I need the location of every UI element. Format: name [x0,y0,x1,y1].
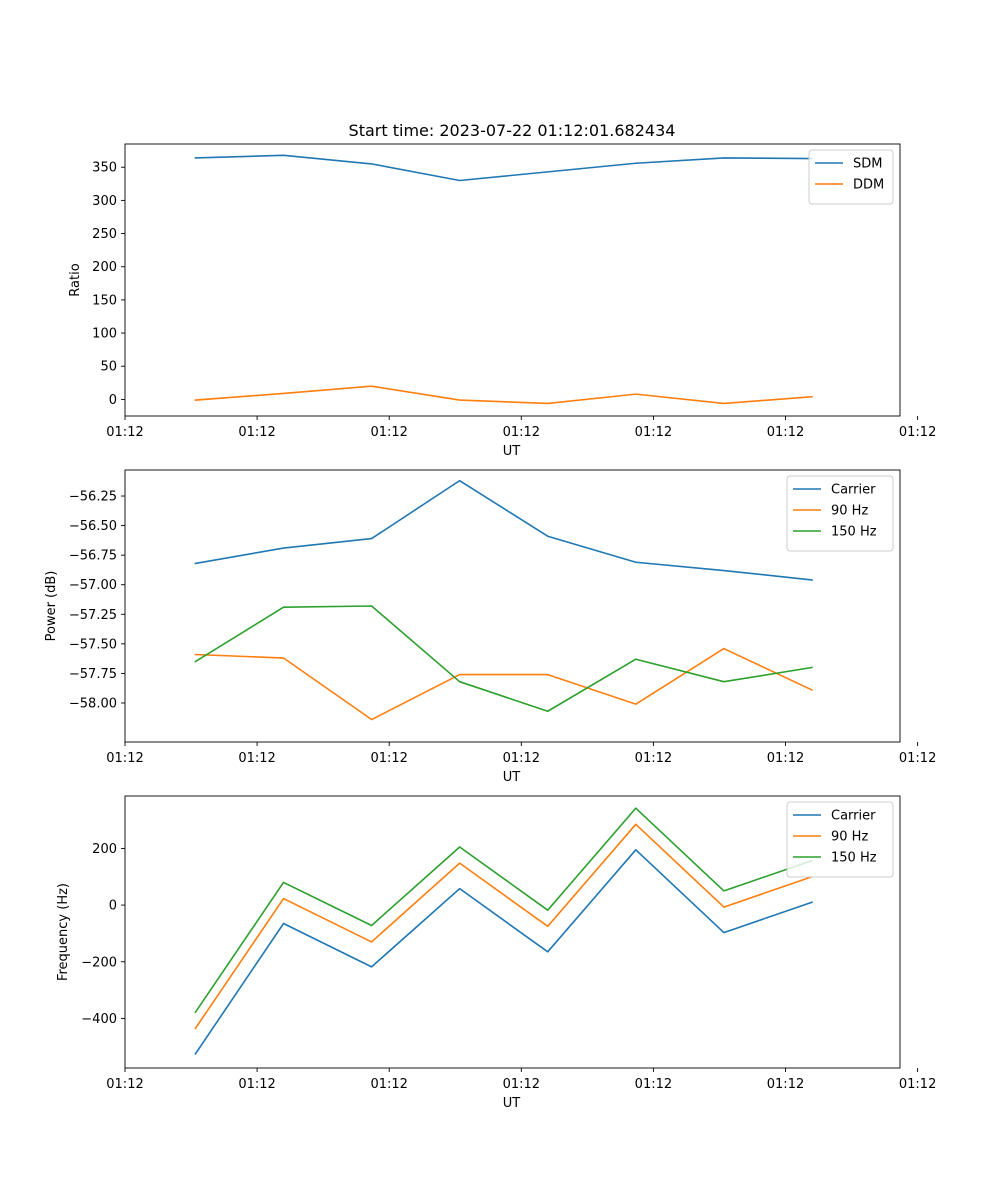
x-tick-label: 01:12 [503,751,540,766]
x-tick-label: 01:12 [370,425,407,440]
x-tick-label: 01:12 [899,1077,936,1092]
series-line-150-hz [194,807,813,1014]
legend: Carrier 90 Hz 150 Hz [786,801,894,878]
x-tick-label: 01:12 [635,1077,672,1092]
x-axis-label: UT [503,444,521,459]
axes-frame [124,143,901,417]
axes-frame [124,469,901,743]
x-tick-label: 01:12 [899,425,936,440]
legend-label: Carrier [831,809,876,824]
series-line-carrier [194,849,813,1055]
legend-label: SDM [853,157,882,172]
x-tick-label: 01:12 [370,1077,407,1092]
y-tick-label: 300 [92,194,117,209]
x-tick-label: 01:12 [635,751,672,766]
series-line-ddm [194,385,813,405]
y-tick-label: −56.50 [69,519,117,534]
legend-label: Carrier [831,483,876,498]
y-tick-label: −57.25 [69,608,117,623]
chart-panel-3: 01:12 01:12 01:12 01:12 01:12 01:12 01:12 −400 −… [56,795,936,1111]
x-tick-label: 01:12 [370,751,407,766]
y-tick-label: 350 [92,161,117,176]
x-tick-label: 01:12 [238,751,275,766]
legend: SDM DDM [808,149,894,205]
legend-box [786,475,894,552]
y-tick-label: 200 [92,842,117,857]
y-tick-label: 0 [109,899,117,914]
figure-title: Start time: 2023-07-22 01:12:01.682434 [349,121,676,140]
x-tick-label: 01:12 [767,1077,804,1092]
y-tick-label: −57.00 [69,578,117,593]
y-tick-label: −56.75 [69,549,117,564]
x-axis-label: UT [503,770,521,785]
series-line-150-hz [194,605,813,713]
y-tick-label: 250 [92,227,117,242]
legend-label: 90 Hz [831,504,868,519]
x-tick-label: 01:12 [238,1077,275,1092]
y-tick-label: 100 [92,327,117,342]
series-line-sdm [194,154,813,182]
y-tick-label: 200 [92,260,117,275]
y-axis-label: Ratio [68,263,83,296]
y-tick-label: −57.50 [69,637,117,652]
x-tick-label: 01:12 [503,1077,540,1092]
x-tick-label: 01:12 [899,751,936,766]
y-tick-label: 0 [109,393,117,408]
y-tick-label: 50 [100,360,117,375]
x-axis-label: UT [503,1096,521,1111]
x-tick-label: 01:12 [106,425,143,440]
y-tick-label: −400 [81,1012,117,1027]
y-tick-label: −56.25 [69,490,117,505]
legend-label: 150 Hz [831,851,877,866]
y-tick-label: −57.75 [69,667,117,682]
series-line-carrier [194,479,813,581]
legend: Carrier 90 Hz 150 Hz [786,475,894,552]
x-tick-label: 01:12 [106,751,143,766]
legend-label: 150 Hz [831,525,877,540]
series-line-90-hz [194,823,813,1030]
y-tick-label: −200 [81,955,117,970]
y-tick-label: −58.00 [69,696,117,711]
legend-box [786,801,894,878]
series-line-90-hz [194,647,813,721]
x-tick-label: 01:12 [106,1077,143,1092]
x-tick-label: 01:12 [238,425,275,440]
axes-frame [124,795,901,1069]
x-tick-label: 01:12 [767,425,804,440]
y-axis-label: Power (dB) [44,571,59,642]
y-tick-label: 150 [92,293,117,308]
legend-label: DDM [853,178,884,193]
legend-label: 90 Hz [831,830,868,845]
x-tick-label: 01:12 [503,425,540,440]
x-tick-label: 01:12 [635,425,672,440]
y-axis-label: Frequency (Hz) [56,883,71,981]
chart-panel-2: 01:12 01:12 01:12 01:12 01:12 01:12 01:12 −58.0… [44,469,936,785]
chart-panel-1: 01:12 01:12 01:12 01:12 01:12 01:12 01:12 0 50 10… [68,143,936,459]
x-tick-label: 01:12 [767,751,804,766]
